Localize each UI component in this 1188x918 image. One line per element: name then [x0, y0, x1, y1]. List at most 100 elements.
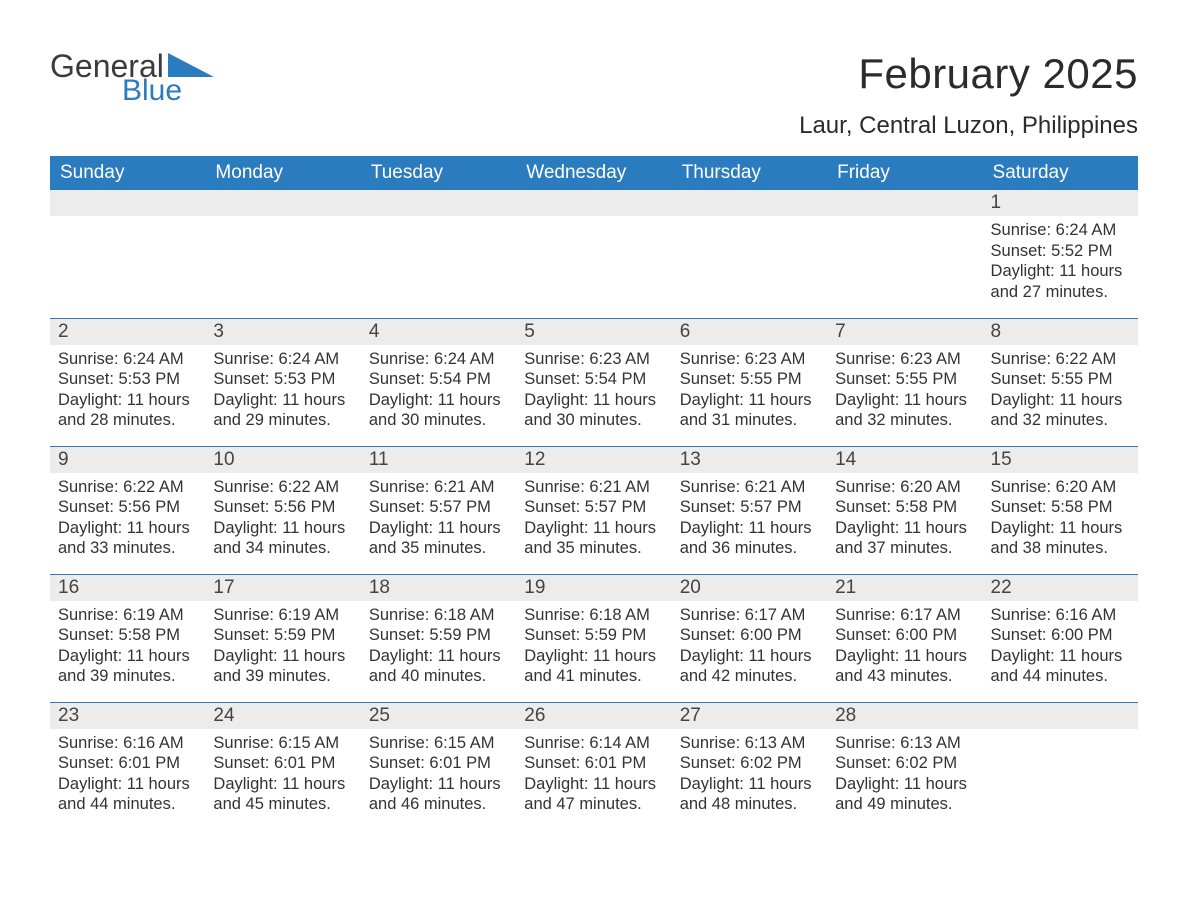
- sunrise-line: Sunrise: 6:21 AM: [680, 477, 819, 498]
- day-number: 28: [827, 703, 982, 729]
- sunset-line: Sunset: 5:59 PM: [524, 625, 663, 646]
- day-number: 19: [516, 575, 671, 601]
- calendar-day-cell: 8Sunrise: 6:22 AMSunset: 5:55 PMDaylight…: [983, 318, 1138, 446]
- month-title: February 2025: [799, 50, 1138, 98]
- sunrise-line: Sunrise: 6:13 AM: [680, 733, 819, 754]
- day-number: 1: [983, 190, 1138, 216]
- daylight-line: Daylight: 11 hours and 35 minutes.: [524, 518, 663, 559]
- sunrise-line: Sunrise: 6:19 AM: [213, 605, 352, 626]
- sunset-line: Sunset: 5:55 PM: [835, 369, 974, 390]
- calendar-week-row: 9 Sunrise: 6:22 AM Sunset: 5:56 PM Daylight…: [50, 446, 1138, 574]
- day-header: Saturday: [983, 156, 1138, 190]
- daylight-line: Daylight: 11 hours and 30 minutes.: [524, 390, 663, 431]
- calendar-day-cell: 19Sunrise: 6:18 AMSunset: 5:59 PMDayligh…: [516, 574, 671, 702]
- day-details: Sunrise: 6:15 AMSunset: 6:01 PMDaylight:…: [205, 729, 360, 824]
- sunset-line: Sunset: 6:01 PM: [524, 753, 663, 774]
- calendar-empty-cell: [827, 190, 982, 318]
- sunset-line: Sunset: 5:52 PM: [991, 241, 1130, 262]
- day-number: 27: [672, 703, 827, 729]
- sunset-line: Sunset: 5:59 PM: [213, 625, 352, 646]
- daylight-line: Daylight: 11 hours and 31 minutes.: [680, 390, 819, 431]
- sunset-line: Sunset: 5:56 PM: [58, 497, 197, 518]
- daylight-line: Daylight: 11 hours and 39 minutes.: [58, 646, 197, 687]
- day-number: 11: [361, 447, 516, 473]
- daylight-line: Daylight: 11 hours and 41 minutes.: [524, 646, 663, 687]
- daylight-line: Daylight: 11 hours and 39 minutes.: [213, 646, 352, 687]
- calendar-table: SundayMondayTuesdayWednesdayThursdayFrid…: [50, 156, 1138, 830]
- day-number: 13: [672, 447, 827, 473]
- sunset-line: Sunset: 5:55 PM: [991, 369, 1130, 390]
- daylight-line: Daylight: 11 hours and 47 minutes.: [524, 774, 663, 815]
- day-details: Sunrise: 6:17 AMSunset: 6:00 PMDaylight:…: [827, 601, 982, 696]
- calendar-day-cell: 5Sunrise: 6:23 AMSunset: 5:54 PMDaylight…: [516, 318, 671, 446]
- day-number: 4: [361, 319, 516, 345]
- day-details: Sunrise: 6:20 AMSunset: 5:58 PMDaylight:…: [827, 473, 982, 568]
- day-details: Sunrise: 6:23 AMSunset: 5:55 PMDaylight:…: [827, 345, 982, 440]
- day-number: 9: [50, 447, 205, 473]
- day-details: Sunrise: 6:16 AMSunset: 6:00 PMDaylight:…: [983, 601, 1138, 696]
- day-details: Sunrise: 6:24 AMSunset: 5:52 PMDaylight:…: [983, 216, 1138, 311]
- daylight-line: Daylight: 11 hours and 35 minutes.: [369, 518, 508, 559]
- calendar-day-cell: 1Sunrise: 6:24 AMSunset: 5:52 PMDaylight…: [983, 190, 1138, 318]
- sunset-line: Sunset: 6:00 PM: [835, 625, 974, 646]
- daylight-line: Daylight: 11 hours and 27 minutes.: [991, 261, 1130, 302]
- daylight-line: Daylight: 11 hours and 46 minutes.: [369, 774, 508, 815]
- calendar-week-row: 23Sunrise: 6:16 AMSunset: 6:01 PMDayligh…: [50, 702, 1138, 830]
- calendar-day-cell: 20Sunrise: 6:17 AMSunset: 6:00 PMDayligh…: [672, 574, 827, 702]
- sunrise-line: Sunrise: 6:22 AM: [213, 477, 352, 498]
- calendar-day-cell: 17Sunrise: 6:19 AMSunset: 5:59 PMDayligh…: [205, 574, 360, 702]
- day-number: [50, 190, 205, 216]
- calendar-week-row: 16Sunrise: 6:19 AMSunset: 5:58 PMDayligh…: [50, 574, 1138, 702]
- daylight-line: Daylight: 11 hours and 29 minutes.: [213, 390, 352, 431]
- sunset-line: Sunset: 5:54 PM: [369, 369, 508, 390]
- day-number: 25: [361, 703, 516, 729]
- day-number: 7: [827, 319, 982, 345]
- day-number: 21: [827, 575, 982, 601]
- day-details: Sunrise: 6:13 AMSunset: 6:02 PMDaylight:…: [672, 729, 827, 824]
- sunrise-line: Sunrise: 6:21 AM: [369, 477, 508, 498]
- day-number: 10: [205, 447, 360, 473]
- calendar-day-cell: 24Sunrise: 6:15 AMSunset: 6:01 PMDayligh…: [205, 702, 360, 830]
- day-details: Sunrise: 6:17 AMSunset: 6:00 PMDaylight:…: [672, 601, 827, 696]
- sunrise-line: Sunrise: 6:18 AM: [369, 605, 508, 626]
- sunset-line: Sunset: 6:01 PM: [369, 753, 508, 774]
- day-number: [516, 190, 671, 216]
- calendar-empty-cell: [672, 190, 827, 318]
- day-number: [827, 190, 982, 216]
- day-header: Friday: [827, 156, 982, 190]
- sunrise-line: Sunrise: 6:17 AM: [835, 605, 974, 626]
- sunrise-line: Sunrise: 6:14 AM: [524, 733, 663, 754]
- day-number: 20: [672, 575, 827, 601]
- calendar-day-cell: 12 Sunrise: 6:21 AMSunset: 5:57 PMDayligh…: [516, 446, 671, 574]
- calendar-day-cell: 26Sunrise: 6:14 AMSunset: 6:01 PMDayligh…: [516, 702, 671, 830]
- sunset-line: Sunset: 5:57 PM: [680, 497, 819, 518]
- calendar-day-cell: 18Sunrise: 6:18 AMSunset: 5:59 PMDayligh…: [361, 574, 516, 702]
- calendar-day-cell: 11Sunrise: 6:21 AMSunset: 5:57 PMDayligh…: [361, 446, 516, 574]
- day-details: Sunrise: 6:19 AMSunset: 5:58 PMDaylight:…: [50, 601, 205, 696]
- sunrise-line: Sunrise: 6:15 AM: [369, 733, 508, 754]
- calendar-day-cell: 25 Sunrise: 6:15 AMSunset: 6:01 PMDayligh…: [361, 702, 516, 830]
- day-details: Sunrise: 6:23 AMSunset: 5:54 PMDaylight:…: [516, 345, 671, 440]
- day-details: Sunrise: 6:21 AMSunset: 5:57 PMDaylight:…: [672, 473, 827, 568]
- location-subtitle: Laur, Central Luzon, Philippines: [799, 112, 1138, 140]
- day-details: Sunrise: 6:23 AMSunset: 5:55 PMDaylight:…: [672, 345, 827, 440]
- day-number: 16: [50, 575, 205, 601]
- calendar-day-cell: 28Sunrise: 6:13 AMSunset: 6:02 PMDayligh…: [827, 702, 982, 830]
- sunrise-line: Sunrise: 6:16 AM: [991, 605, 1130, 626]
- sunset-line: Sunset: 5:53 PM: [213, 369, 352, 390]
- calendar-day-cell: 13Sunrise: 6:21 AMSunset: 5:57 PMDayligh…: [672, 446, 827, 574]
- day-details: Sunrise: 6:24 AMSunset: 5:54 PMDaylight:…: [361, 345, 516, 440]
- day-details: Sunrise: 6:18 AMSunset: 5:59 PMDaylight:…: [361, 601, 516, 696]
- sunset-line: Sunset: 5:57 PM: [524, 497, 663, 518]
- calendar-day-cell: 27Sunrise: 6:13 AMSunset: 6:02 PMDayligh…: [672, 702, 827, 830]
- day-header: Thursday: [672, 156, 827, 190]
- day-number: [205, 190, 360, 216]
- sunset-line: Sunset: 5:58 PM: [835, 497, 974, 518]
- sunset-line: Sunset: 5:55 PM: [680, 369, 819, 390]
- sunrise-line: Sunrise: 6:21 AM: [524, 477, 663, 498]
- sunrise-line: Sunrise: 6:20 AM: [835, 477, 974, 498]
- daylight-line: Daylight: 11 hours and 32 minutes.: [991, 390, 1130, 431]
- day-details: Sunrise: 6:13 AMSunset: 6:02 PMDaylight:…: [827, 729, 982, 824]
- day-number: 12: [516, 447, 671, 473]
- sunset-line: Sunset: 5:58 PM: [991, 497, 1130, 518]
